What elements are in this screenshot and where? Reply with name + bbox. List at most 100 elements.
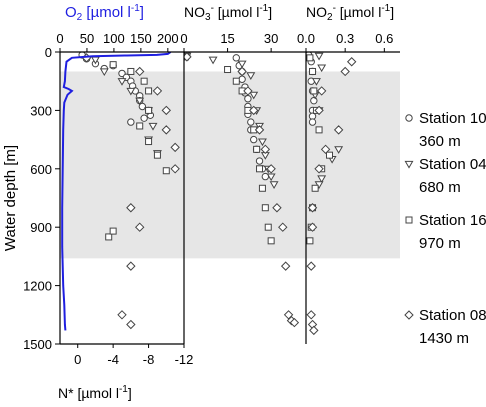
diamond-marker — [237, 66, 247, 77]
diamond-marker — [314, 105, 324, 116]
triangle-marker — [334, 146, 344, 154]
nstar-title-main: N* [µmol l — [58, 385, 119, 401]
legend-station-name: Station 08 — [419, 307, 486, 324]
diamond-marker — [306, 310, 316, 320]
bottom-tick-label: -4 — [107, 352, 119, 367]
legend-station-depth: 1430 m — [419, 330, 469, 347]
top-tick-label: 150 — [130, 31, 152, 46]
no3-markers — [184, 52, 300, 328]
square-marker — [306, 237, 314, 245]
triangle-marker — [404, 160, 414, 169]
diamond-marker — [254, 125, 265, 135]
diamond-marker — [152, 86, 163, 96]
top-tick-label: 15 — [220, 31, 234, 46]
circle-marker — [255, 157, 264, 165]
square-marker — [145, 138, 153, 146]
circle-marker — [244, 95, 252, 103]
triangle-marker — [314, 52, 324, 61]
no2-title-end: ] — [390, 4, 394, 20]
legend: Station 10 360 m Station 04 680 m Station 16… — [404, 110, 486, 347]
square-marker — [309, 67, 317, 75]
diamond-marker — [289, 317, 300, 328]
square-marker — [224, 66, 232, 74]
diamond-marker — [320, 144, 331, 155]
diamond-marker — [314, 164, 324, 174]
square-marker — [326, 151, 333, 159]
legend-station-name: Station 16 — [419, 212, 486, 229]
no3-title-main: NO — [184, 4, 205, 20]
triangle-marker — [317, 64, 327, 73]
nstar-title-end: ] — [128, 385, 132, 401]
o2-title-unit: [µmol l — [82, 4, 131, 21]
square-marker — [311, 184, 319, 192]
triangle-marker — [246, 72, 256, 80]
triangle-marker — [99, 68, 109, 77]
o2-title-exp: -1 — [131, 3, 140, 14]
no3-title-sup: - — [211, 3, 214, 14]
diamond-marker — [126, 261, 136, 271]
triangle-marker — [208, 56, 218, 65]
diamond-marker — [333, 125, 344, 135]
square-marker — [105, 233, 113, 241]
triangle-marker — [148, 122, 158, 131]
y-tick-label: 0 — [45, 45, 52, 60]
o2-title-main: O — [65, 4, 77, 21]
square-marker — [232, 77, 240, 85]
no3-axis-title: NO3- [µmol l-1] — [184, 3, 272, 23]
triangle-marker — [117, 78, 127, 86]
circle-marker — [238, 75, 246, 83]
square-marker — [153, 151, 161, 159]
diamond-marker — [346, 57, 357, 67]
top-tick-label: 30 — [264, 31, 278, 46]
diamond-marker — [278, 222, 288, 232]
no2-markers — [306, 52, 357, 336]
triangle-marker — [135, 97, 145, 106]
nstar-axis-title: N* [µmol l-1] — [58, 384, 132, 401]
triangle-marker — [269, 181, 279, 189]
square-marker — [264, 223, 272, 231]
triangle-marker — [257, 138, 267, 147]
diamond-marker — [117, 310, 127, 320]
triangle-marker — [317, 175, 327, 184]
diamond-marker — [404, 310, 414, 320]
triangle-marker — [237, 60, 247, 69]
diamond-marker — [161, 105, 171, 116]
diamond-marker — [272, 203, 282, 213]
square-marker — [258, 184, 266, 192]
y-axis-label: Water depth [m] — [2, 145, 19, 251]
circle-marker — [138, 102, 147, 111]
no2-title-sub: 2 — [327, 12, 333, 23]
legend-station-depth: 680 m — [419, 179, 461, 196]
diamond-marker — [309, 325, 319, 336]
circle-marker — [232, 54, 240, 62]
square-marker — [253, 145, 261, 153]
diamond-marker — [316, 86, 327, 96]
top-tick-label: 100 — [103, 31, 125, 46]
no2-title-main: NO — [306, 4, 327, 20]
square-marker — [306, 54, 314, 62]
triangle-marker — [311, 78, 321, 86]
no3-title-sub: 3 — [205, 12, 211, 23]
circle-marker — [308, 118, 317, 126]
nstar-markers — [78, 52, 180, 330]
square-marker — [310, 87, 318, 95]
shaded-depth-band — [60, 71, 400, 259]
y-tick-label: 600 — [30, 162, 52, 177]
diamond-marker — [135, 66, 145, 77]
diamond-marker — [126, 203, 136, 213]
bottom-tick-label: -12 — [175, 352, 194, 367]
no3-title-end: ] — [268, 4, 272, 20]
o2-axis-title: O2 [µmol l-1] — [65, 3, 144, 23]
no2-title-unit: [µmol l — [336, 4, 381, 20]
diamond-marker — [266, 164, 276, 174]
no3-title-unit: [µmol l — [214, 4, 259, 20]
top-tick-label: 0 — [180, 31, 187, 46]
square-marker — [109, 61, 117, 69]
diamond-marker — [161, 125, 171, 135]
o2-profile-line — [61, 52, 172, 331]
square-marker — [109, 227, 117, 235]
legend-station-depth: 360 m — [419, 133, 461, 150]
legend-station-name: Station 04 — [419, 156, 486, 173]
no2-axis-title: NO2- [µmol l-1] — [306, 3, 394, 23]
